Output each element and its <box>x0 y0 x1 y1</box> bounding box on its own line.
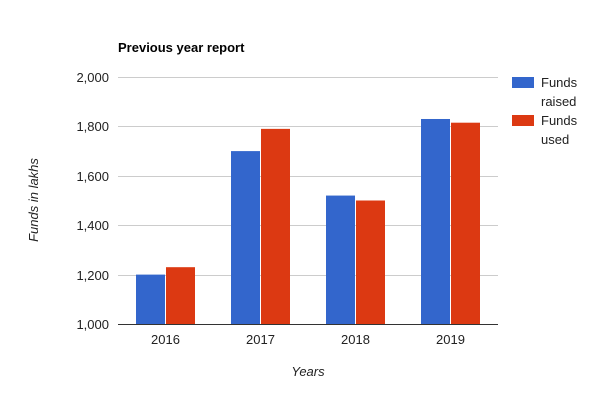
bars <box>136 118 480 325</box>
y-tick-label: 1,600 <box>76 169 109 184</box>
x-axis-title: Years <box>291 364 325 379</box>
y-tick-label: 1,200 <box>76 268 109 283</box>
x-tick-label: 2017 <box>246 332 275 347</box>
x-tick-label: 2018 <box>341 332 370 347</box>
bar-funds-used-2017[interactable] <box>261 128 290 324</box>
bar-funds-raised-2017[interactable] <box>231 151 260 324</box>
y-tick-label: 1,400 <box>76 218 109 233</box>
bar-funds-used-2019[interactable] <box>451 122 480 324</box>
bar-funds-raised-2019[interactable] <box>421 118 450 325</box>
bar-funds-raised-2018[interactable] <box>326 195 355 324</box>
y-tick-label: 2,000 <box>76 70 109 85</box>
bar-funds-raised-2016[interactable] <box>136 274 165 324</box>
bar-funds-used-2018[interactable] <box>356 200 385 325</box>
legend-swatch-funds-raised <box>512 77 534 88</box>
legend-label-funds-used: Funds used <box>541 113 578 147</box>
y-tick-label: 1,800 <box>76 119 109 134</box>
legend-label-funds-raised: Funds raised <box>541 75 578 109</box>
y-tick-label: 1,000 <box>76 317 109 332</box>
y-axis-title: Funds in lakhs <box>26 158 41 242</box>
legend-swatch-funds-used <box>512 115 534 126</box>
x-tick-label: 2016 <box>151 332 180 347</box>
y-axis-ticks: 1,000 1,200 1,400 1,600 1,800 2,000 <box>76 70 109 332</box>
x-tick-label: 2019 <box>436 332 465 347</box>
chart-title: Previous year report <box>118 40 245 55</box>
bar-funds-used-2016[interactable] <box>166 267 195 324</box>
x-axis-ticks: 2016 2017 2018 2019 <box>151 332 465 347</box>
legend: Funds raised Funds used <box>512 75 578 147</box>
